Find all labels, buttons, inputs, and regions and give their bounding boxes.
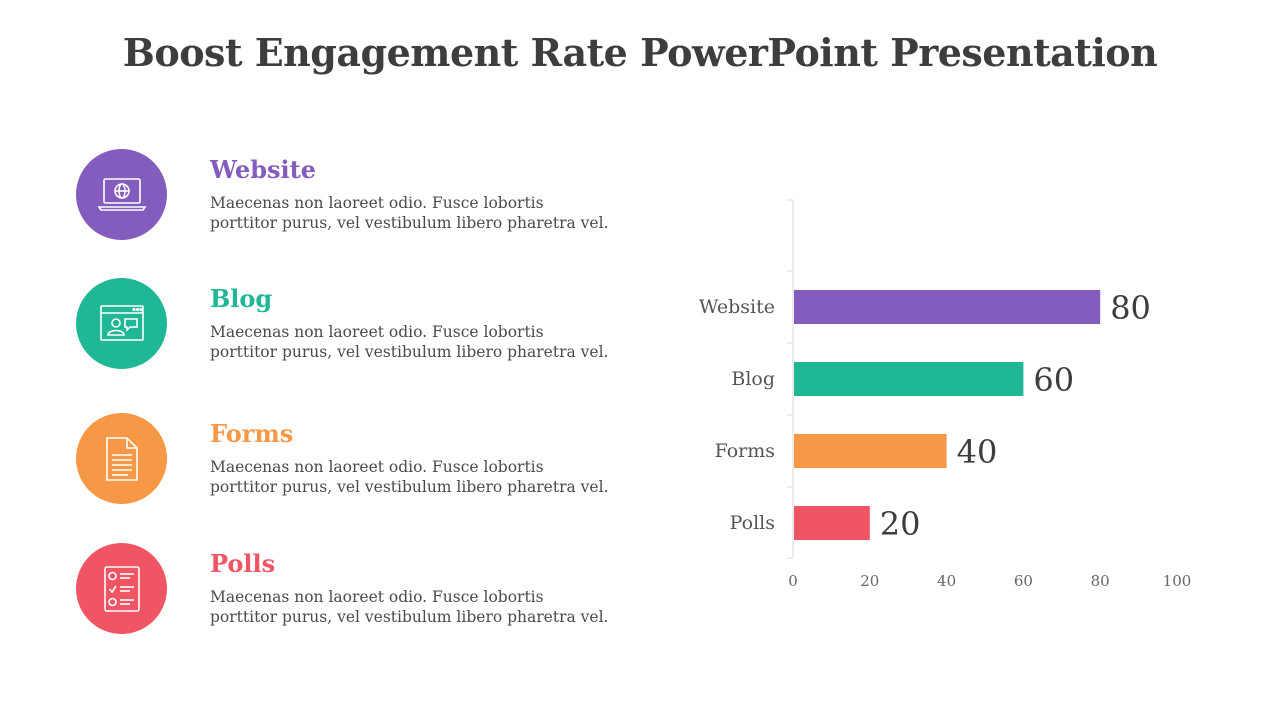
item-blog-text-line2: porttitor purus, vel vestibulum libero p… (210, 343, 609, 361)
engagement-bar-chart: Website 80 Blog 60 Forms 40 Polls 20 0 20 40 60 80 10… (699, 199, 1192, 590)
item-website-text: Maecenas non laoreet odio. Fusce loborti… (210, 193, 630, 233)
item-blog-circle (76, 278, 167, 369)
x-tick-label-40: 40 (937, 572, 956, 590)
browser-chat-icon (99, 304, 144, 341)
item-forms-circle (76, 413, 167, 504)
category-label-website: Website (699, 296, 775, 318)
checklist-icon (103, 565, 140, 612)
item-website: Website Maecenas non laoreet odio. Fusce… (76, 149, 636, 245)
item-blog: Blog Maecenas non laoreet odio. Fusce lo… (76, 278, 636, 374)
item-website-heading: Website (210, 155, 317, 184)
item-forms: Forms Maecenas non laoreet odio. Fusce l… (76, 413, 636, 509)
data-label-website: 80 (1110, 289, 1151, 327)
item-forms-text-line2: porttitor purus, vel vestibulum libero p… (210, 478, 609, 496)
category-label-polls: Polls (730, 512, 775, 534)
category-label-blog: Blog (731, 368, 775, 390)
item-forms-text: Maecenas non laoreet odio. Fusce loborti… (210, 457, 630, 497)
x-tick-label-80: 80 (1091, 572, 1110, 590)
bar-blog (794, 362, 1024, 396)
laptop-globe-icon (97, 177, 146, 211)
item-polls-heading: Polls (210, 549, 276, 578)
bar-forms (794, 434, 947, 468)
bar-website (794, 290, 1101, 324)
item-polls-text-line1: Maecenas non laoreet odio. Fusce loborti… (210, 588, 544, 606)
page-title: Boost Engagement Rate PowerPoint Present… (122, 30, 1158, 75)
item-polls: Polls Maecenas non laoreet odio. Fusce l… (76, 543, 636, 639)
x-tick-label-20: 20 (860, 572, 879, 590)
item-polls-text: Maecenas non laoreet odio. Fusce loborti… (210, 587, 630, 627)
item-website-text-line1: Maecenas non laoreet odio. Fusce loborti… (210, 194, 544, 212)
item-polls-circle (76, 543, 167, 634)
x-tick-label-60: 60 (1014, 572, 1033, 590)
item-website-text-line2: porttitor purus, vel vestibulum libero p… (210, 214, 609, 232)
category-label-forms: Forms (715, 440, 775, 462)
item-forms-text-line1: Maecenas non laoreet odio. Fusce loborti… (210, 458, 544, 476)
x-tick-label-100: 100 (1163, 572, 1192, 590)
item-blog-text-line1: Maecenas non laoreet odio. Fusce loborti… (210, 323, 544, 341)
data-label-blog: 60 (1033, 361, 1074, 399)
document-icon (105, 436, 138, 481)
data-label-forms: 40 (957, 433, 998, 471)
item-forms-heading: Forms (210, 419, 294, 448)
item-blog-text: Maecenas non laoreet odio. Fusce loborti… (210, 322, 630, 362)
item-polls-text-line2: porttitor purus, vel vestibulum libero p… (210, 608, 609, 626)
x-tick-label-0: 0 (788, 572, 798, 590)
bar-polls (794, 506, 870, 540)
data-label-polls: 20 (880, 505, 921, 543)
item-website-circle (76, 149, 167, 240)
item-blog-heading: Blog (210, 284, 273, 313)
